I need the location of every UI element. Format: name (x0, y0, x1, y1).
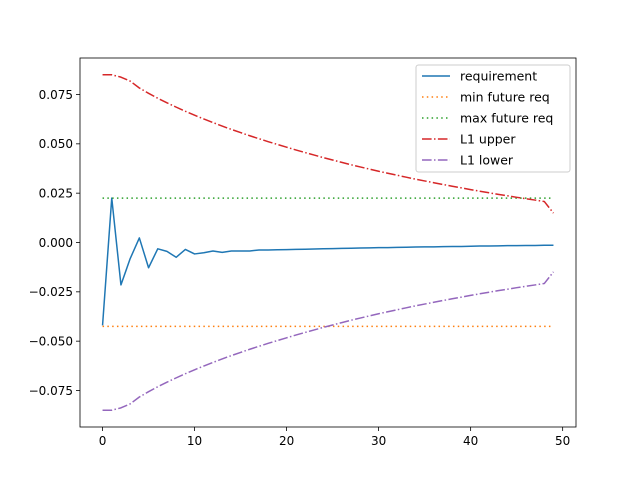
legend: requirement min future req max future req L… (415, 64, 571, 173)
x-tick-label: 20 (279, 434, 294, 448)
y-tick-label: −0.050 (29, 334, 73, 348)
legend-label-l1-lower: L1 lower (460, 153, 514, 168)
x-tick-label: 0 (99, 434, 107, 448)
x-axis: 0 10 20 30 40 50 (99, 427, 570, 448)
y-tick-label: −0.025 (29, 285, 73, 299)
legend-label-requirement: requirement (460, 69, 537, 84)
y-tick-label: −0.075 (29, 384, 73, 398)
y-tick-label: 0.050 (39, 137, 73, 151)
y-tick-label: 0.025 (39, 186, 73, 200)
y-tick-label: 0.075 (39, 88, 73, 102)
x-tick-label: 30 (371, 434, 386, 448)
y-axis: −0.075 −0.050 −0.025 0.000 0.025 0.050 0.075 (29, 88, 80, 398)
legend-label-l1-upper: L1 upper (460, 132, 516, 147)
x-tick-label: 40 (463, 434, 478, 448)
series-line-requirement (101, 197, 554, 326)
legend-box (415, 64, 571, 173)
y-tick-label: 0.000 (39, 236, 73, 250)
legend-label-min-future-req: min future req (460, 90, 550, 105)
legend-label-max-future-req: max future req (460, 111, 553, 126)
series-line-l1-lower (102, 271, 555, 411)
x-tick-label: 50 (555, 434, 570, 448)
series-layer (101, 74, 555, 411)
x-tick-label: 10 (187, 434, 202, 448)
series-line-l1-upper (102, 74, 555, 214)
